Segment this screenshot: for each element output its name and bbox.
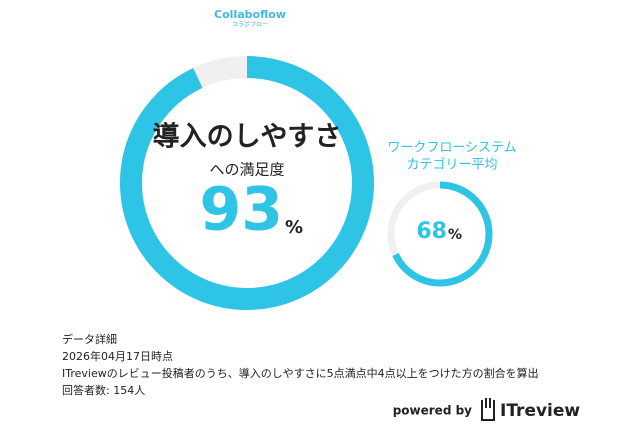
donut-title: ワークフローシステム xyxy=(387,141,516,156)
donut-value: 68 xyxy=(416,219,447,244)
brand: ITreview xyxy=(500,401,580,421)
donut-unit: % xyxy=(448,227,462,243)
logo-name: Collaboflow xyxy=(214,8,286,21)
donut-value: 93 xyxy=(200,175,284,245)
powered-by: powered by xyxy=(393,404,472,418)
details-description: ITreviewのレビュー投稿者のうち、導入のしやすさに5点満点中4点以上をつけ… xyxy=(62,366,539,380)
details-date: 2026年04月17日時点 xyxy=(62,349,173,363)
logo-sub: コラボフロー xyxy=(232,21,268,29)
donut-title: 導入のしやすさ xyxy=(153,121,342,153)
donut-arc xyxy=(387,181,493,287)
brand-icon xyxy=(481,398,495,421)
donut-unit: % xyxy=(285,217,303,238)
details-heading: データ詳細 xyxy=(62,332,117,346)
donut-subtitle: への満足度 xyxy=(209,161,284,179)
donut-title: カテゴリー平均 xyxy=(406,157,497,173)
donut-arc xyxy=(120,56,374,310)
details-respondents: 回答者数: 154人 xyxy=(62,383,145,397)
